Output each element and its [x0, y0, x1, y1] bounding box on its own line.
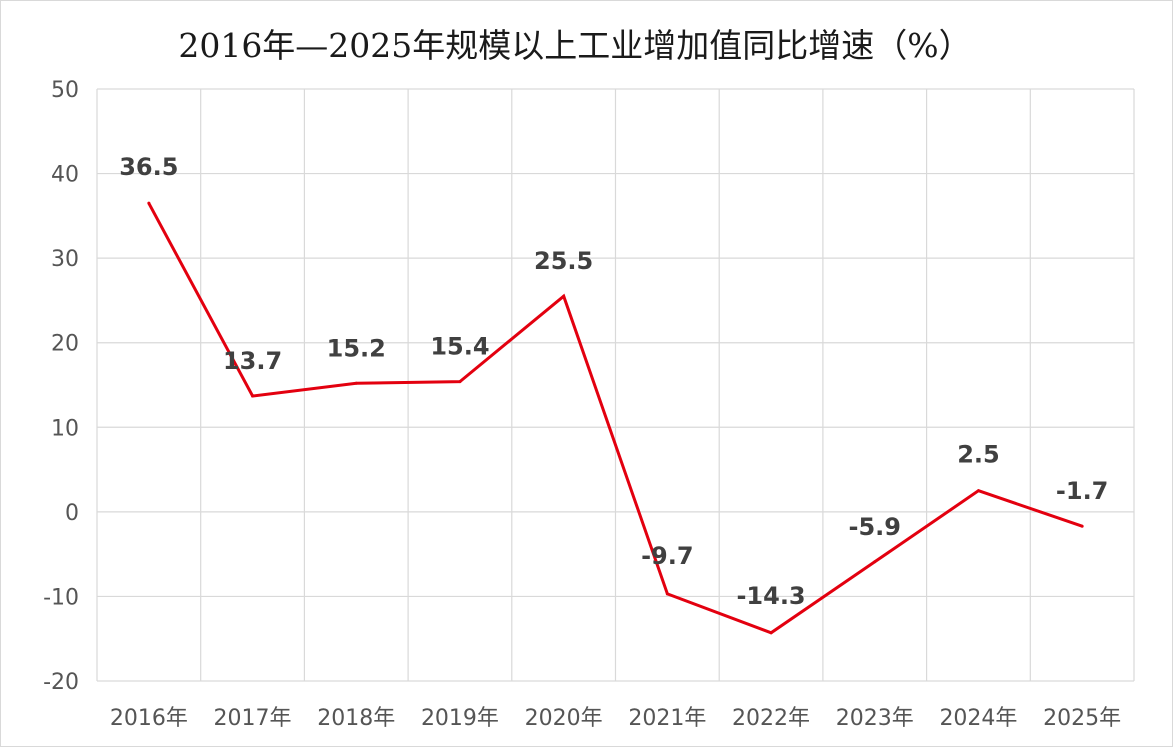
- data-point: [665, 592, 669, 596]
- y-tick-label: 50: [51, 78, 79, 103]
- data-point: [976, 489, 980, 493]
- x-tick-label: 2022年: [732, 706, 810, 731]
- x-tick-label: 2025年: [1043, 706, 1121, 731]
- y-tick-label: 40: [51, 163, 79, 188]
- y-tick-label: 10: [51, 416, 79, 441]
- data-point: [562, 294, 566, 298]
- data-point: [251, 394, 255, 398]
- chart-title: 2016年—2025年规模以上工业增加值同比增速（%）: [178, 26, 971, 65]
- data-point: [354, 381, 358, 385]
- data-label: -14.3: [736, 582, 805, 610]
- x-tick-label: 2019年: [421, 706, 499, 731]
- x-tick-label: 2021年: [628, 706, 706, 731]
- y-tick-label: -20: [43, 670, 79, 695]
- data-label: -1.7: [1056, 477, 1108, 505]
- data-label: 15.2: [327, 334, 386, 362]
- x-tick-label: 2017年: [214, 706, 292, 731]
- data-point: [873, 560, 877, 564]
- y-tick-label: 0: [65, 501, 79, 526]
- data-point: [769, 631, 773, 635]
- data-label: 2.5: [957, 441, 1000, 469]
- data-label: 15.4: [430, 333, 489, 361]
- x-tick-label: 2024年: [939, 706, 1017, 731]
- data-point: [458, 380, 462, 384]
- gridlines: [96, 88, 1135, 682]
- series-layer: [147, 201, 1084, 635]
- y-axis-ticks: 50 40 30 20 10 0 -10 -20: [43, 78, 79, 695]
- y-tick-label: 30: [51, 247, 79, 272]
- data-label: -9.7: [641, 542, 693, 570]
- data-label: 25.5: [534, 247, 593, 275]
- data-point: [147, 201, 151, 205]
- data-label: 36.5: [119, 153, 178, 181]
- data-labels: 36.5 13.7 15.2 15.4 25.5 -9.7 -14.3 -5.9 2.5 -1.7: [119, 153, 1108, 610]
- x-axis-ticks: 2016年 2017年 2018年 2019年 2020年 2021年 2022年 2023年…: [110, 706, 1121, 731]
- x-tick-label: 2023年: [836, 706, 914, 731]
- y-tick-label: 20: [51, 332, 79, 357]
- data-point: [1080, 524, 1084, 528]
- y-tick-label: -10: [43, 585, 79, 610]
- data-label: 13.7: [223, 347, 282, 375]
- data-label: -5.9: [849, 513, 901, 541]
- x-tick-label: 2018年: [317, 706, 395, 731]
- series-line: [147, 202, 1083, 635]
- x-tick-label: 2020年: [525, 706, 603, 731]
- x-tick-label: 2016年: [110, 706, 188, 731]
